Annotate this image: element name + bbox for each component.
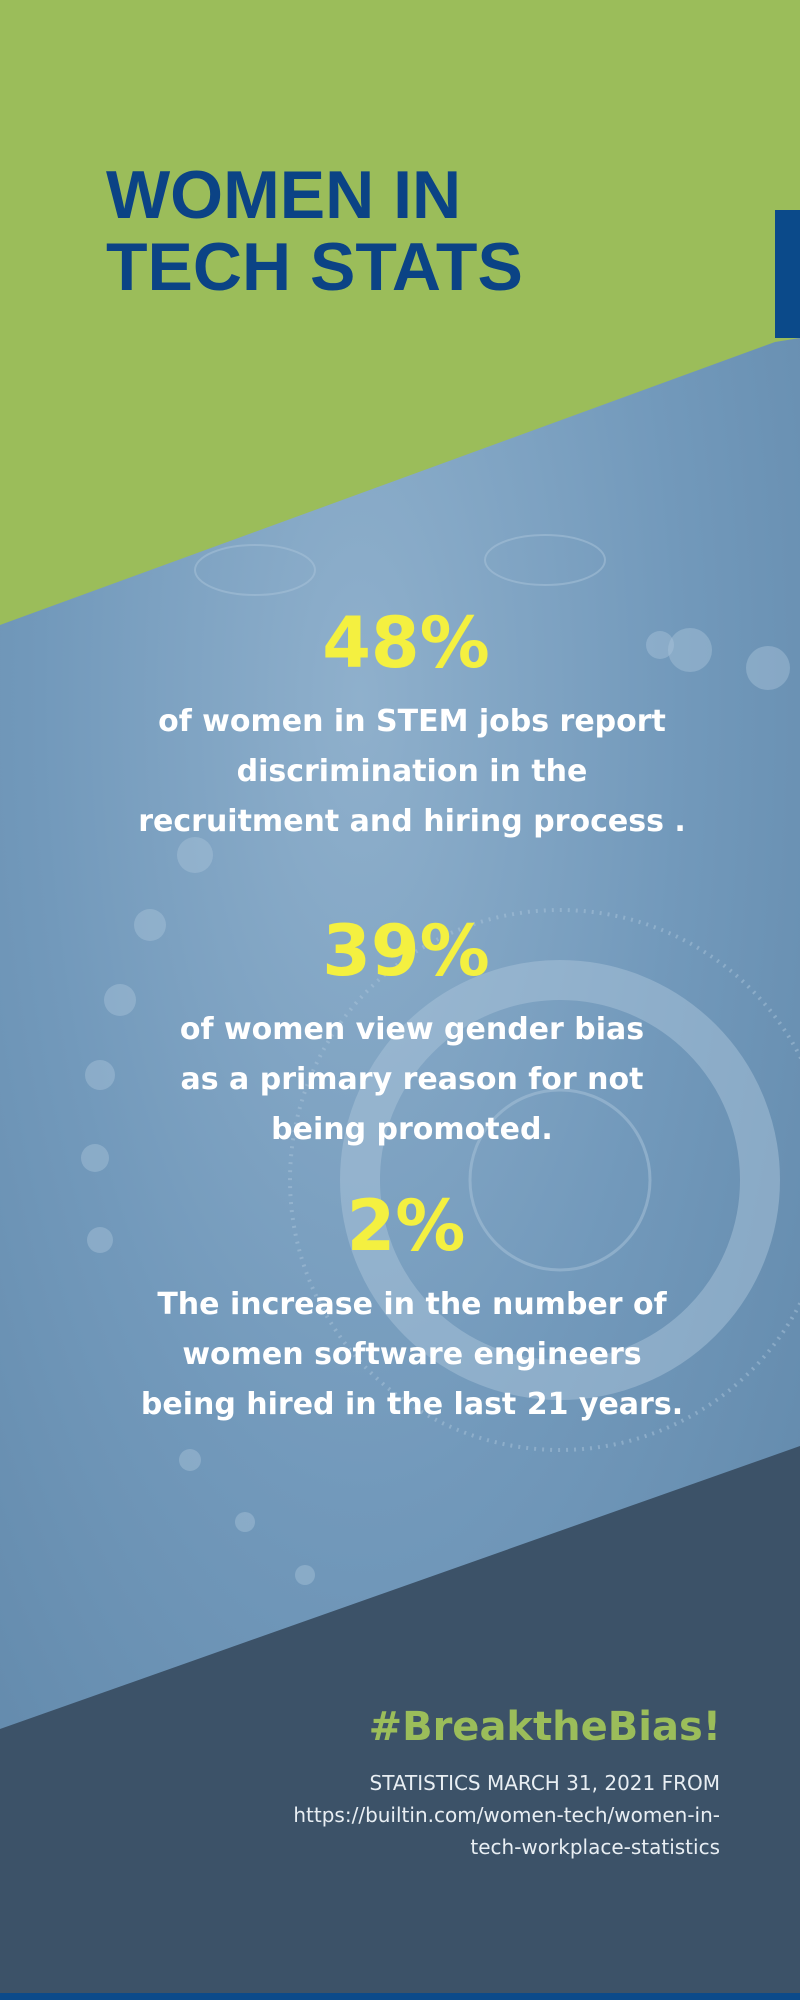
stat-description: of women in STEM jobs report: [158, 704, 666, 739]
stats: 48% of women in STEM jobs report discrimin…: [138, 602, 686, 1422]
stat-description: women software engineers: [182, 1337, 641, 1372]
title-line: WOMEN IN: [106, 157, 461, 233]
stat-value: 48%: [322, 602, 490, 684]
photo-decoration: [194, 534, 800, 1452]
source-line: tech-workplace-statistics: [470, 1835, 720, 1859]
bottom-strip: [0, 1993, 800, 2000]
stat-description: recruitment and hiring process .: [138, 804, 686, 839]
stat-description: discrimination in the: [237, 754, 588, 789]
stat-description: of women view gender bias: [180, 1012, 644, 1047]
source-line: STATISTICS MARCH 31, 2021 FROM: [370, 1771, 720, 1795]
stat-description: being hired in the last 21 years.: [141, 1387, 683, 1422]
accent-bar: [775, 210, 800, 338]
bottom-band: [0, 1446, 800, 2000]
stat-description: as a primary reason for not: [181, 1062, 644, 1097]
bubbles: [81, 628, 790, 1585]
hashtag: #BreaktheBias!: [369, 1704, 721, 1750]
source-line: https://builtin.com/women-tech/women-in-: [293, 1803, 720, 1827]
stat-value: 2%: [347, 1185, 466, 1267]
top-band: [0, 0, 800, 625]
title-line: TECH STATS: [106, 229, 523, 305]
stat-value: 39%: [322, 910, 490, 992]
stat-description: being promoted.: [271, 1112, 553, 1147]
stat-description: The increase in the number of: [157, 1287, 667, 1322]
